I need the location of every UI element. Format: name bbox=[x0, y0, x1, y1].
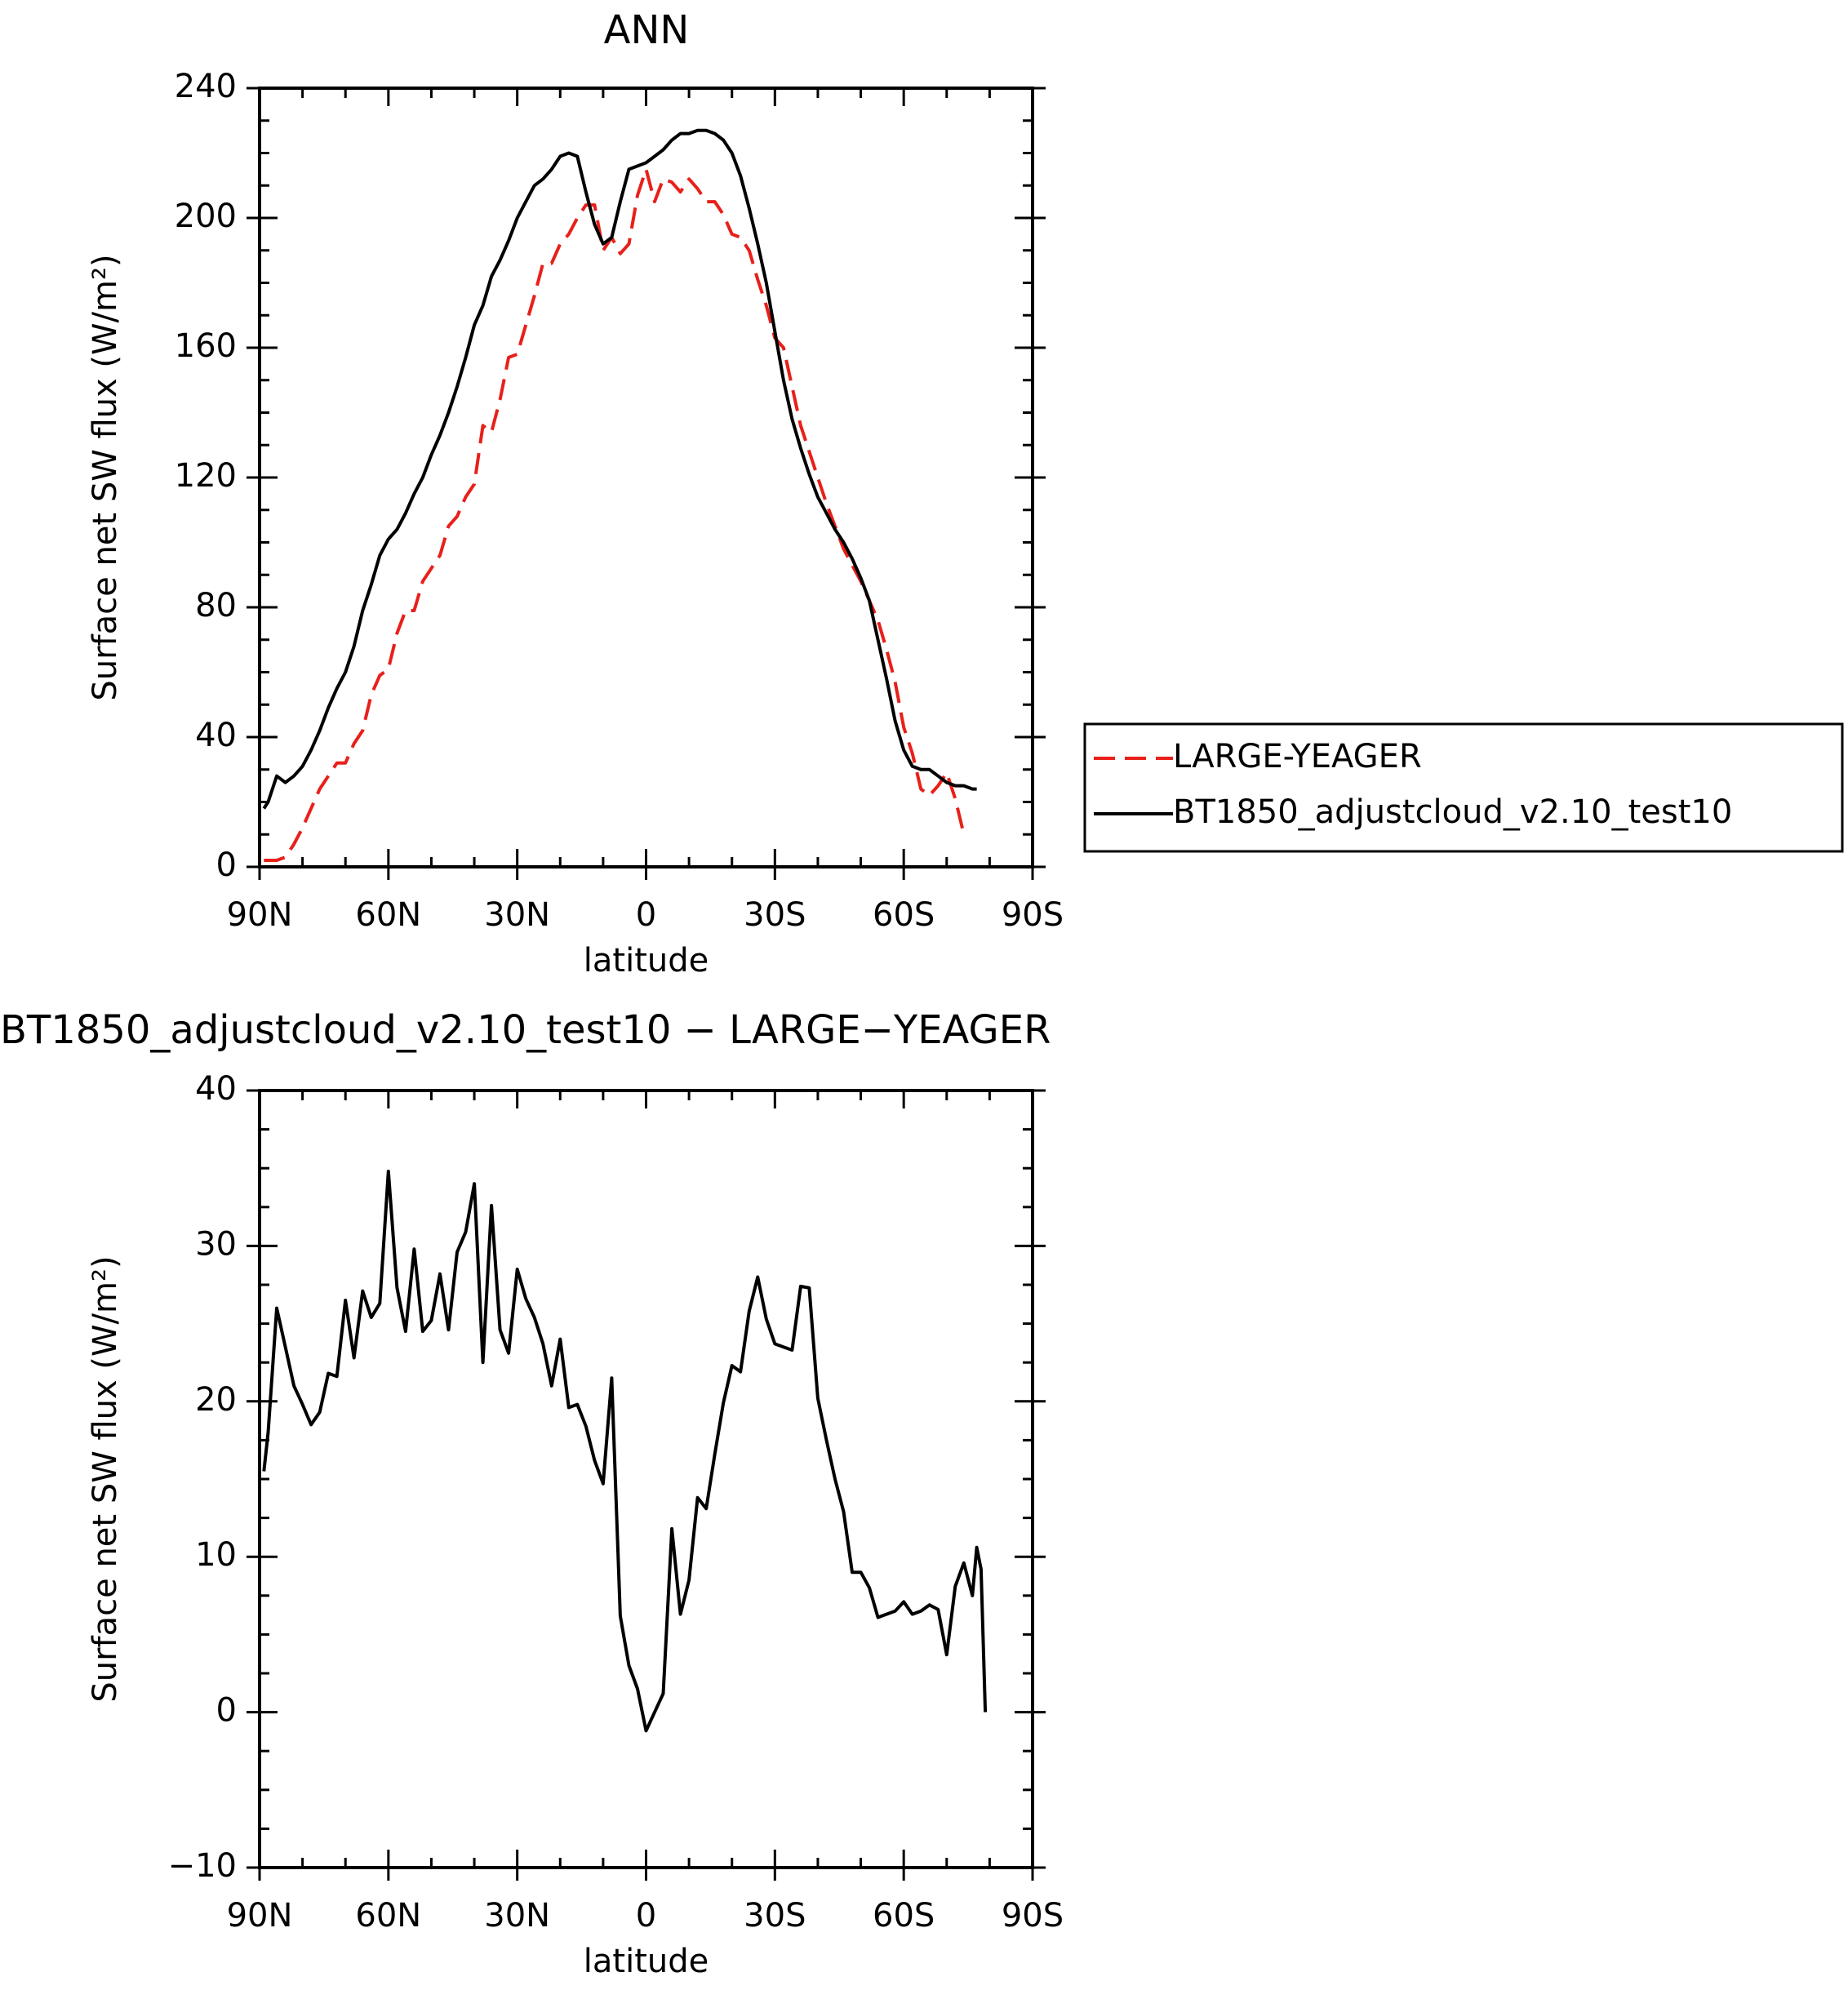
plot-frame bbox=[258, 1089, 1034, 1869]
x-tick-label: 0 bbox=[636, 1897, 656, 1935]
y-tick-label: 10 bbox=[195, 1536, 237, 1574]
legend: LARGE-YEAGER BT1850_adjustcloud_v2.10_tes… bbox=[1083, 722, 1844, 853]
x-tick-label: 90N bbox=[227, 1897, 293, 1935]
legend-box bbox=[1083, 722, 1844, 853]
plot-frame bbox=[258, 87, 1034, 868]
y-tick-label: 0 bbox=[216, 1692, 237, 1730]
y-tick-label: 240 bbox=[175, 68, 237, 105]
y-tick-label: −10 bbox=[168, 1847, 237, 1885]
x-tick-label: 90S bbox=[1002, 896, 1064, 934]
x-tick-label: 60S bbox=[873, 896, 935, 934]
y-tick-label: 30 bbox=[195, 1225, 237, 1263]
series-line-2 bbox=[262, 128, 977, 810]
x-tick-label: 90N bbox=[227, 896, 293, 934]
x-axis-label: latitude bbox=[584, 942, 709, 980]
y-tick-label: 160 bbox=[175, 327, 237, 365]
y-tick-label: 0 bbox=[216, 846, 237, 884]
y-tick-label: 40 bbox=[195, 717, 237, 754]
x-tick-label: 90S bbox=[1002, 1897, 1064, 1935]
x-tick-label: 60S bbox=[873, 1897, 935, 1935]
legend-label-1: LARGE-YEAGER bbox=[1173, 738, 1422, 775]
y-tick-label: 200 bbox=[175, 198, 237, 235]
x-tick-label: 30N bbox=[484, 896, 550, 934]
legend-label-2: BT1850_adjustcloud_v2.10_test10 bbox=[1173, 793, 1732, 831]
y-tick-label: 40 bbox=[195, 1070, 237, 1108]
y-axis-label: Surface net SW flux (W/m²) bbox=[87, 254, 124, 700]
series-line-1 bbox=[262, 1170, 988, 1733]
chart-panel-2: BT1850_adjustcloud_v2.10_test10 − LARGE−… bbox=[0, 1007, 1064, 1980]
chart-title: ANN bbox=[604, 7, 690, 53]
y-tick-label: 20 bbox=[195, 1381, 237, 1419]
x-tick-label: 60N bbox=[355, 896, 421, 934]
series-line-1 bbox=[264, 167, 966, 862]
x-axis-label: latitude bbox=[584, 1943, 709, 1980]
y-tick-label: 120 bbox=[175, 457, 237, 495]
y-tick-label: 80 bbox=[195, 587, 237, 624]
chart-title: BT1850_adjustcloud_v2.10_test10 − LARGE−… bbox=[0, 1007, 1051, 1053]
x-tick-label: 60N bbox=[355, 1897, 421, 1935]
x-tick-label: 30N bbox=[484, 1897, 550, 1935]
x-tick-label: 0 bbox=[636, 896, 656, 934]
x-tick-label: 30S bbox=[744, 896, 806, 934]
x-tick-label: 30S bbox=[744, 1897, 806, 1935]
chart-panel-1: ANN 90N 60N 30N 0 30S 60S 90S 0 40 80 120 160 200 240 l… bbox=[87, 7, 1844, 980]
y-axis-label: Surface net SW flux (W/m²) bbox=[87, 1255, 124, 1702]
